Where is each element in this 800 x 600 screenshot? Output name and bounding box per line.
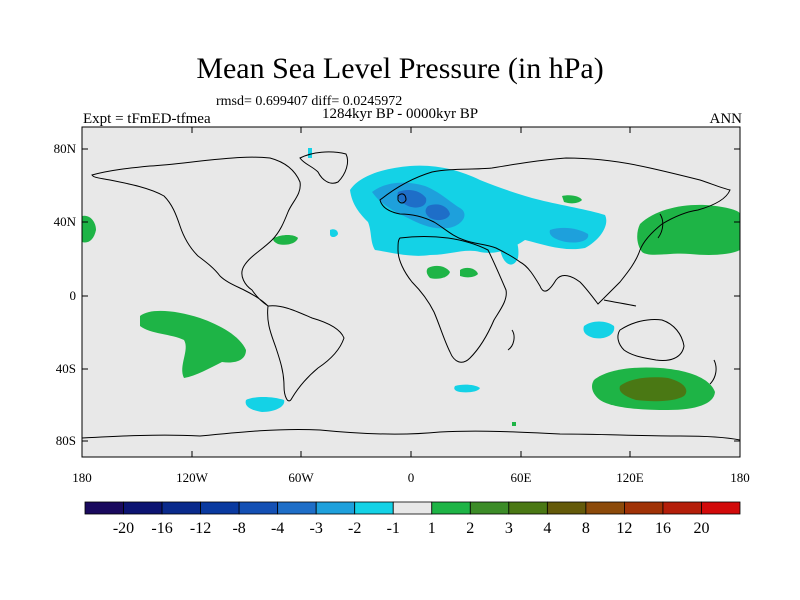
colorbar-box [354,501,394,515]
australia-coast [617,319,685,361]
colorbar-box [701,501,741,515]
south-america-coast [267,305,345,402]
africa-green-1 [426,265,450,279]
colorbar [84,501,741,515]
stats-label: rmsd= 0.699407 diff= 0.0245972 [216,94,403,109]
colorbar-label: -4 [270,520,285,537]
eurasia-coast [379,157,731,305]
colorbar-box [238,501,279,515]
colorbar-box [315,501,356,515]
lon-tick-120e: 120E [616,470,644,485]
lon-tick-180-west: 180 [72,470,92,485]
colorbar-label: -2 [348,520,362,537]
colorbar-label: 8 [581,520,590,537]
colorbar-label: 16 [654,520,671,537]
colorbar-label: -12 [189,520,212,537]
colorbar-label: 4 [543,520,552,537]
central-asia-lightblue [549,227,589,243]
colorbar-label: -20 [112,520,135,537]
indian-ocean-cyan [583,321,615,339]
season-label: ANN [709,111,743,127]
lon-tick-60e: 60E [510,470,532,485]
colorbar-box [392,501,433,515]
mediterranean-lightblue [425,204,450,221]
uk-coast [397,193,407,204]
colorbar-label: 12 [616,520,633,537]
coastlines [81,151,741,441]
positive-anomaly-regions [82,195,740,426]
colorbar-label: -8 [232,520,246,537]
colorbar-box [84,501,124,515]
lon-tick-180-east: 180 [730,470,750,485]
map-title: Mean Sea Level Pressure (in hPa) [196,52,604,85]
colorbar-label: 2 [466,520,475,537]
lat-tick-80s: 80S [55,433,76,448]
mideast-cyan-tail [499,230,519,265]
southern-ocean-darkgreen [619,377,687,402]
new-zealand-coast [709,359,717,385]
lat-tick-80n: 80N [53,141,76,156]
greenland-coast [299,151,349,184]
south-africa-cyan [454,384,480,393]
lat-tick-0: 0 [69,288,77,303]
arabia-green [562,195,582,204]
experiment-label: Expt = tFmED-tfmea [83,111,211,127]
madagascar-coast [507,329,515,351]
axis-ticks [82,127,740,457]
antarctica-coast [81,428,741,441]
colorbar-label: 1 [427,520,436,537]
europe-midblue-core [397,190,427,208]
colorbar-label: -1 [386,520,400,537]
africa-green-2 [460,267,478,278]
japan-coast [657,213,664,239]
colorbar-box [662,501,702,515]
lat-tick-40n: 40N [53,214,76,229]
lon-tick-60w: 60W [288,470,314,485]
south-atlantic-cyan [245,397,285,412]
antarctic-green-dot [512,422,516,426]
lon-tick-0: 0 [407,470,415,485]
colorbar-label: -16 [151,520,173,537]
east-pacific-green [140,310,246,378]
negative-anomaly-regions [245,148,615,412]
colorbar-box [546,501,587,515]
period-label: 1284kyr BP - 0000kyr BP [322,106,479,122]
colorbar-label: 20 [693,520,710,537]
colorbar-box [277,501,317,515]
colorbar-box [123,501,163,515]
colorbar-label: -3 [309,520,323,537]
colorbar-box [508,501,548,515]
greenland-cyan [308,148,312,158]
lon-tick-120w: 120W [176,470,208,485]
indonesia-coast [603,299,637,307]
north-atlantic-cyan [330,229,338,237]
colorbar-box [200,501,240,515]
colorbar-box [469,501,510,515]
north-america-green [273,235,298,245]
north-america-coast [91,156,301,307]
lat-tick-40s: 40S [55,361,76,376]
north-pacific-green [637,204,740,255]
colorbar-label: 3 [504,520,513,537]
colorbar-box [431,501,471,515]
colorbar-box [624,501,664,515]
colorbar-box [585,501,625,515]
africa-coast [397,236,507,363]
colorbar-box [161,501,201,515]
